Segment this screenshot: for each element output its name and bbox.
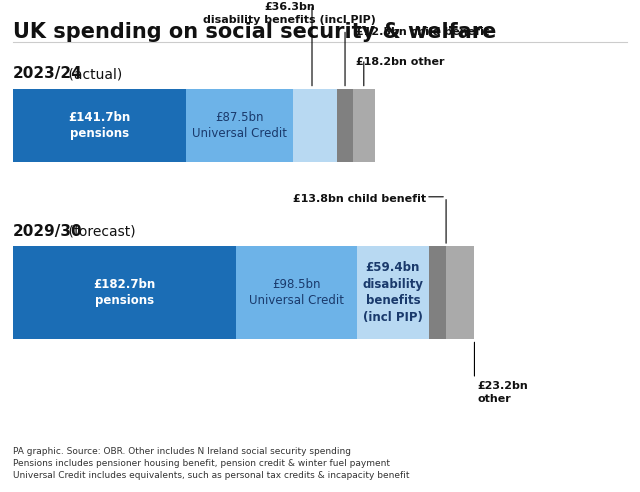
Text: (forecast): (forecast) xyxy=(65,225,136,239)
Text: £13.8bn child benefit: £13.8bn child benefit xyxy=(293,194,426,204)
Text: £98.5bn
Universal Credit: £98.5bn Universal Credit xyxy=(249,278,344,308)
Text: UK spending on social security & welfare: UK spending on social security & welfare xyxy=(13,22,496,42)
FancyBboxPatch shape xyxy=(13,89,186,162)
Text: £18.2bn other: £18.2bn other xyxy=(356,57,444,66)
Text: £23.2bn
other: £23.2bn other xyxy=(477,381,529,404)
Text: 2023/24: 2023/24 xyxy=(13,66,83,81)
FancyBboxPatch shape xyxy=(13,246,236,339)
Text: £59.4bn
disability
benefits
(incl PIP): £59.4bn disability benefits (incl PIP) xyxy=(362,261,424,324)
Text: £36.3bn
disability benefits (incl PIP): £36.3bn disability benefits (incl PIP) xyxy=(203,2,376,25)
FancyBboxPatch shape xyxy=(186,89,293,162)
FancyBboxPatch shape xyxy=(353,89,375,162)
Text: (actual): (actual) xyxy=(65,67,123,81)
Text: £87.5bn
Universal Credit: £87.5bn Universal Credit xyxy=(192,111,287,140)
FancyBboxPatch shape xyxy=(429,246,446,339)
FancyBboxPatch shape xyxy=(337,89,353,162)
FancyBboxPatch shape xyxy=(356,246,429,339)
Text: £12.5bn child benefit: £12.5bn child benefit xyxy=(356,27,489,37)
Text: £141.7bn
pensions: £141.7bn pensions xyxy=(68,111,131,140)
Text: PA graphic. Source: OBR. Other includes N Ireland social security spending
Pensi: PA graphic. Source: OBR. Other includes … xyxy=(13,447,410,480)
FancyBboxPatch shape xyxy=(293,89,337,162)
FancyBboxPatch shape xyxy=(446,246,474,339)
FancyBboxPatch shape xyxy=(236,246,356,339)
Text: 2029/30: 2029/30 xyxy=(13,224,83,239)
Text: £182.7bn
pensions: £182.7bn pensions xyxy=(93,278,156,308)
